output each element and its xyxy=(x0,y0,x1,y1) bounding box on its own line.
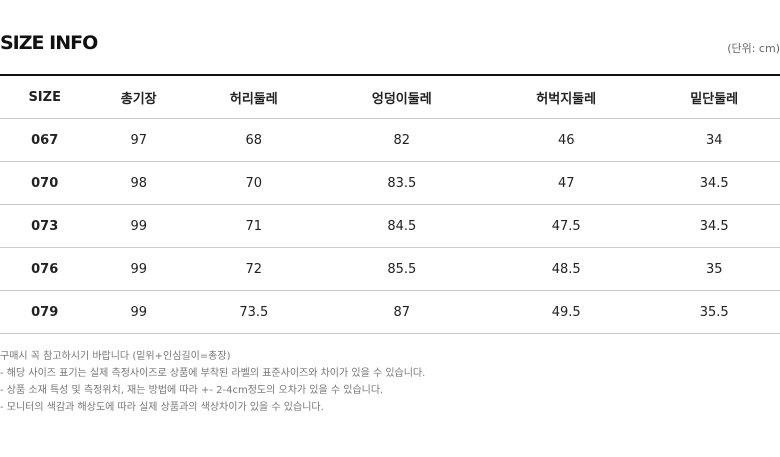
size-cell: 079 xyxy=(0,290,90,334)
unit-label: (단위: cm) xyxy=(727,42,780,55)
table-row: 079 99 73.5 87 49.5 35.5 xyxy=(0,290,780,334)
measure-cell: 72 xyxy=(188,247,320,291)
note-line: 구매시 꼭 참고하시기 바랍니다 (밑위+인심길이=총장) xyxy=(0,351,231,362)
table-row: 070 98 70 83.5 47 34.5 xyxy=(0,161,780,205)
measure-cell: 68 xyxy=(188,118,320,162)
measure-cell: 35.5 xyxy=(648,290,780,334)
measure-cell: 47.5 xyxy=(484,204,649,248)
measure-cell: 99 xyxy=(89,247,189,291)
size-cell: 070 xyxy=(0,161,90,205)
measure-cell: 99 xyxy=(89,290,189,334)
notes: 구매시 꼭 참고하시기 바랍니다 (밑위+인심길이=총장) - 해당 사이즈 표… xyxy=(0,348,425,416)
table-row: 067 97 68 82 46 34 xyxy=(0,118,780,162)
measure-cell: 34.5 xyxy=(648,204,780,248)
size-cell: 073 xyxy=(0,204,90,248)
measure-cell: 35 xyxy=(648,247,780,291)
measure-cell: 47 xyxy=(484,161,649,205)
measure-cell: 97 xyxy=(89,118,189,162)
measure-cell: 49.5 xyxy=(484,290,649,334)
note-line: - 모니터의 색감과 해상도에 따라 실제 상품과의 색상차이가 있을 수 있습… xyxy=(0,402,324,413)
measure-cell: 82 xyxy=(319,118,484,162)
measure-cell: 85.5 xyxy=(319,247,484,291)
measure-cell: 46 xyxy=(484,118,649,162)
header-total-length: 총기장 xyxy=(89,75,189,119)
measure-cell: 34.5 xyxy=(648,161,780,205)
header-hip: 엉덩이둘레 xyxy=(319,75,484,119)
table-header-row: SIZE 총기장 허리둘레 엉덩이둘레 허벅지둘레 밑단둘레 xyxy=(0,75,780,119)
header-hem: 밑단둘레 xyxy=(648,75,780,119)
page-title: SIZE INFO xyxy=(0,32,98,54)
measure-cell: 48.5 xyxy=(484,247,649,291)
measure-cell: 73.5 xyxy=(188,290,320,334)
table-row: 073 99 71 84.5 47.5 34.5 xyxy=(0,204,780,248)
measure-cell: 98 xyxy=(89,161,189,205)
header-size: SIZE xyxy=(0,75,90,119)
measure-cell: 34 xyxy=(648,118,780,162)
measure-cell: 84.5 xyxy=(319,204,484,248)
measure-cell: 99 xyxy=(89,204,189,248)
header-waist: 허리둘레 xyxy=(188,75,320,119)
size-cell: 067 xyxy=(0,118,90,162)
size-table: SIZE 총기장 허리둘레 엉덩이둘레 허벅지둘레 밑단둘레 067 97 68 82… xyxy=(0,74,780,334)
note-line: - 해당 사이즈 표기는 실제 측정사이즈로 상품에 부착된 라벨의 표준사이즈… xyxy=(0,368,426,379)
measure-cell: 83.5 xyxy=(319,161,484,205)
measure-cell: 70 xyxy=(188,161,320,205)
measure-cell: 71 xyxy=(188,204,320,248)
table-row: 076 99 72 85.5 48.5 35 xyxy=(0,247,780,291)
note-line: - 상품 소재 특성 및 측정위치, 재는 방법에 따라 +- 2-4cm정도의… xyxy=(0,385,384,396)
size-cell: 076 xyxy=(0,247,90,291)
measure-cell: 87 xyxy=(319,290,484,334)
header-thigh: 허벅지둘레 xyxy=(484,75,649,119)
